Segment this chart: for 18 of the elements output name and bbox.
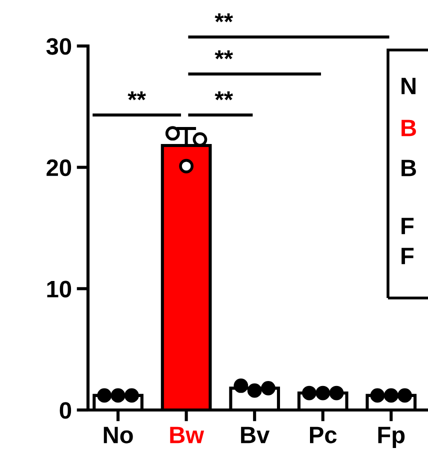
annotation: ** [214,50,234,60]
y-tick-label: 20 [46,159,72,176]
x-tick-label: No [104,426,133,444]
annotation: ** [214,91,234,100]
x-tick-label: Fp [378,426,405,448]
annotation: B [402,120,416,136]
annotation: N [402,78,416,94]
annotation: F [402,218,414,234]
annotation: ** [128,91,146,100]
y-tick-label: 10 [47,280,72,298]
x-tick-label: Pc [310,426,337,444]
x-tick-label: Bv [241,426,270,444]
x-tick-label: Bw [170,426,204,444]
annotation: B [402,160,416,176]
annotation: F [402,248,414,264]
y-tick-label: 30 [46,38,72,55]
y-tick-label: 0 [60,402,72,419]
text: ** [214,13,234,22]
